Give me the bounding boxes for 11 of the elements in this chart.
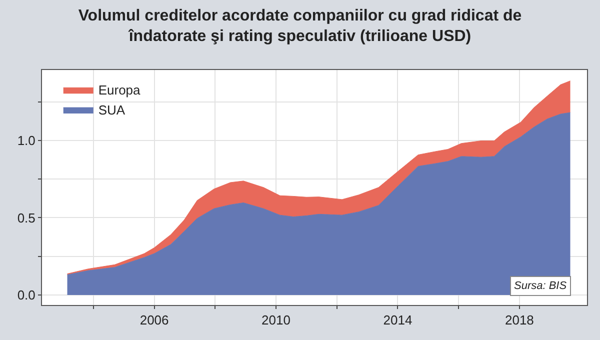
- y-tick-label: 1.0: [17, 133, 36, 148]
- legend-label: SUA: [98, 102, 126, 118]
- x-tick-label: 2010: [262, 312, 290, 328]
- legend-label: Europa: [98, 82, 142, 98]
- y-tick-label: 0.0: [17, 288, 36, 303]
- annotation: Sursa: BIS: [514, 280, 568, 292]
- chart-title: Volumul creditelor acordate companiilor cu grad ridicat de îndatorate şi rating speculativ (trilioane USD): [78, 7, 522, 46]
- x-tick-label: 2014: [383, 312, 412, 328]
- x-tick-label: 2018: [504, 312, 534, 328]
- x-tick-label: 2006: [140, 312, 169, 328]
- y-tick-label: 0.5: [17, 210, 36, 226]
